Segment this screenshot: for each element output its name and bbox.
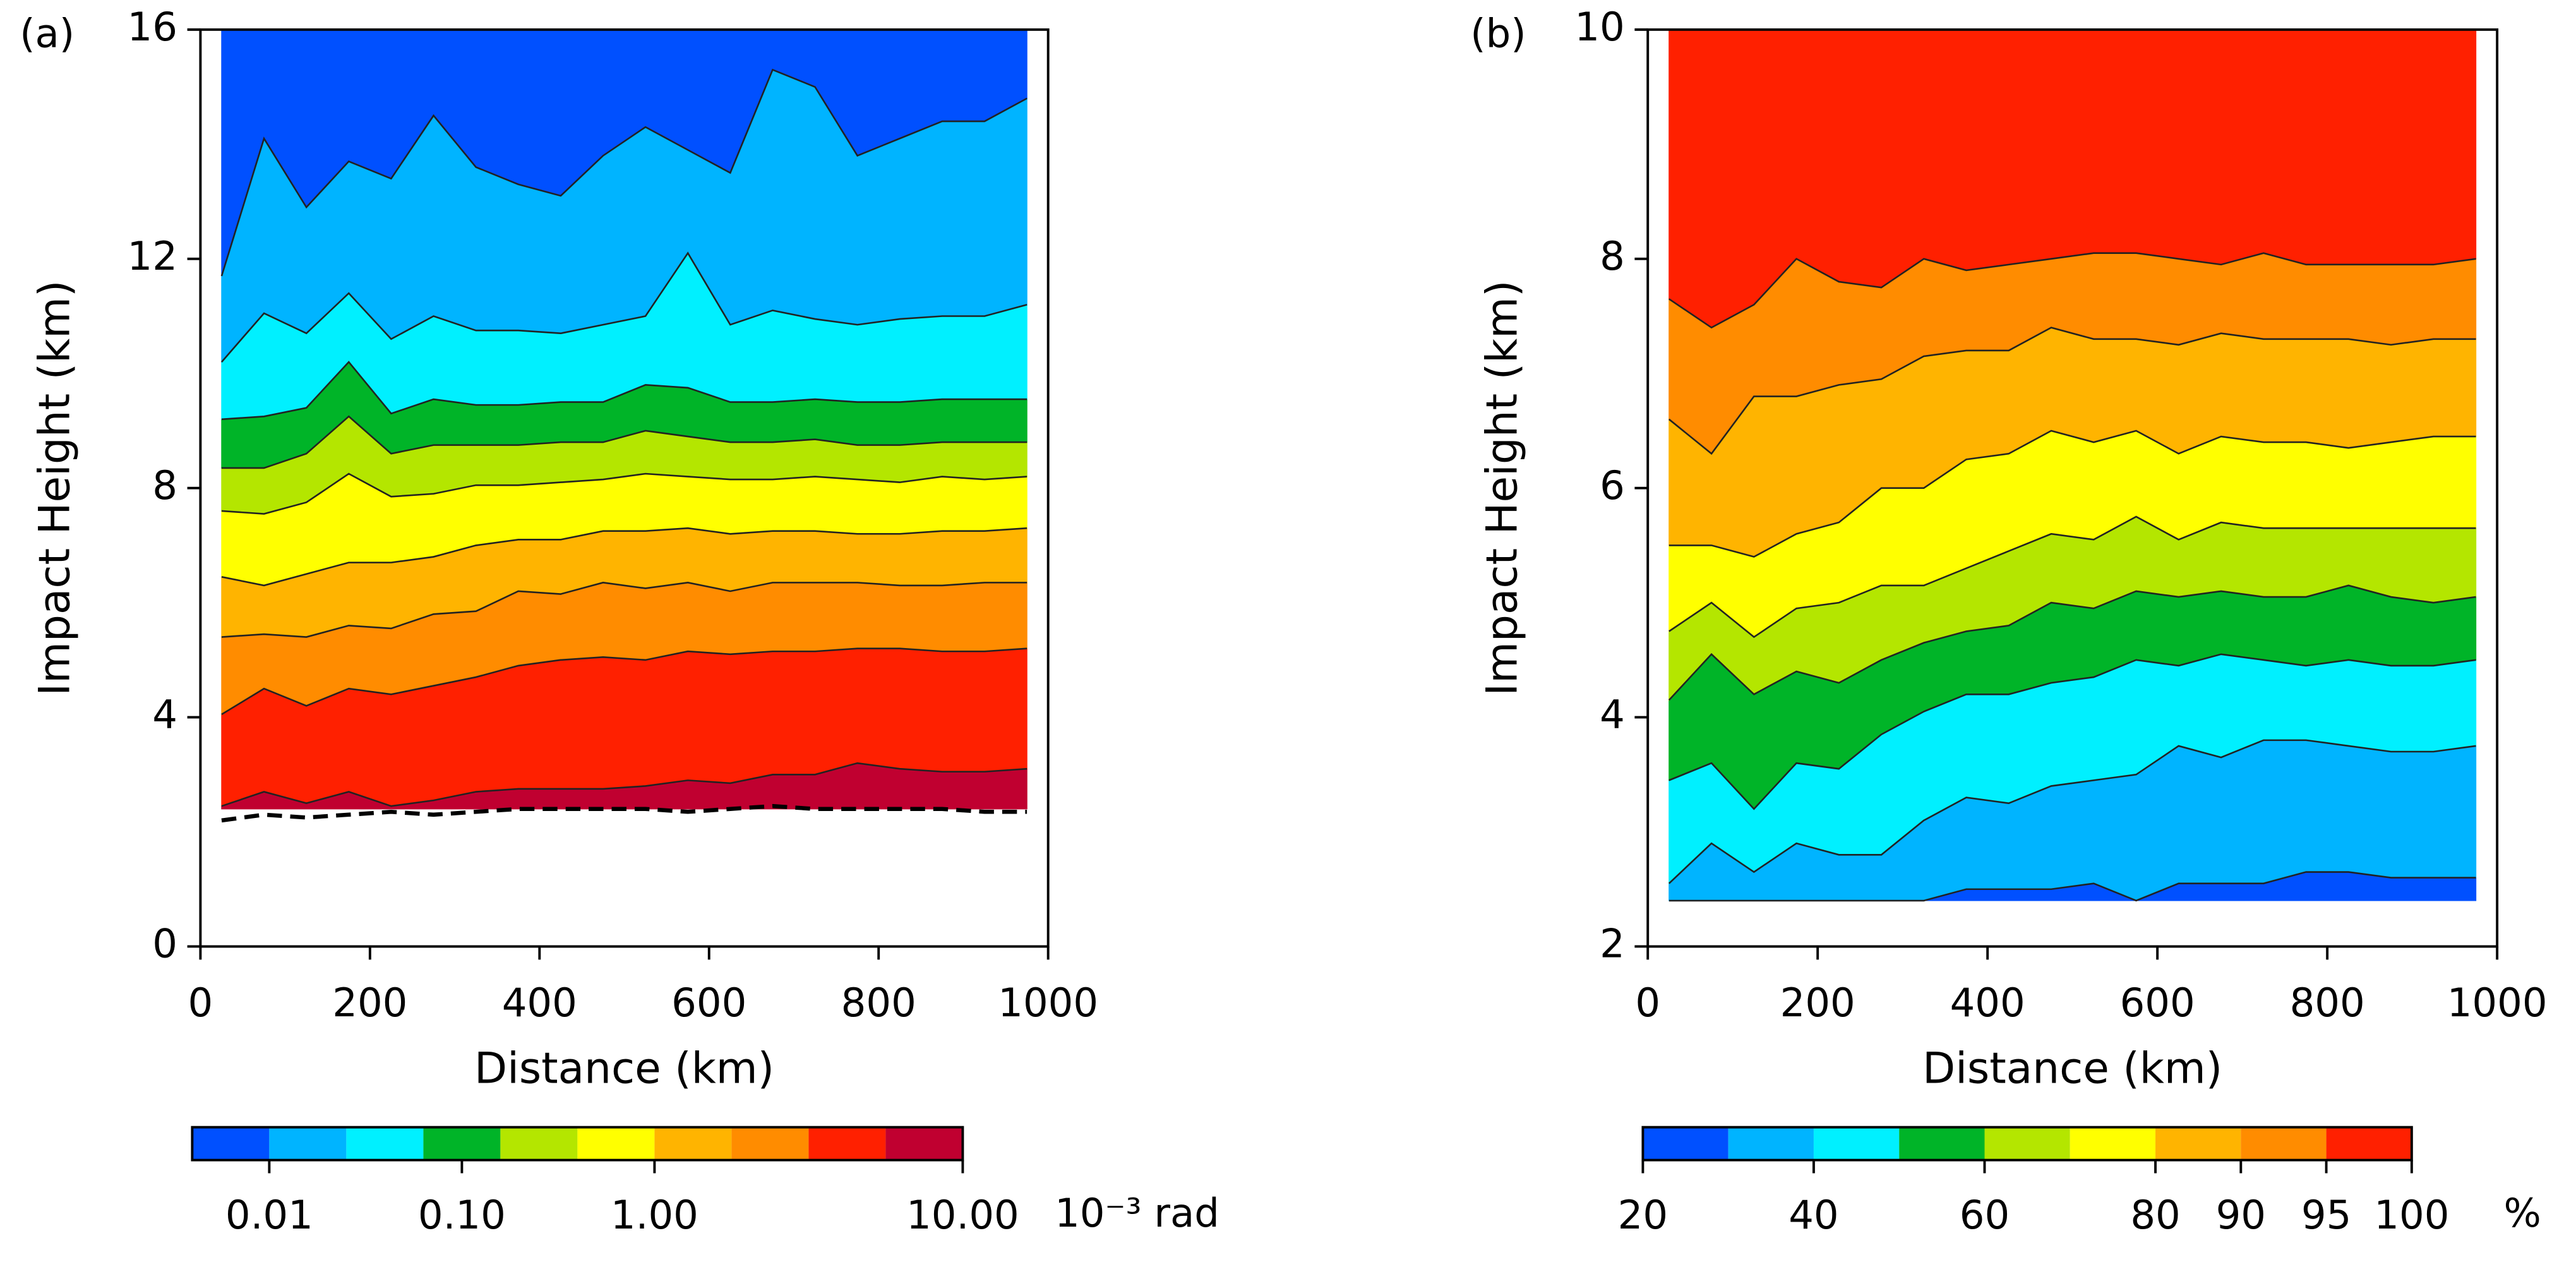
colorbar-tick-label: 0.01 — [225, 1192, 313, 1238]
colorbar-tick-label: 80 — [2130, 1192, 2180, 1238]
colorbar-segment — [1984, 1127, 2070, 1160]
contour-line — [1668, 327, 2476, 455]
colorbar-segment — [2155, 1127, 2241, 1160]
colorbar-segment — [654, 1127, 732, 1160]
colorbar-tick-label: 1.00 — [611, 1192, 698, 1238]
contour-line — [221, 527, 1027, 587]
contour-line — [1668, 739, 2476, 884]
x-tick-label: 800 — [2290, 980, 2365, 1026]
x-tick-label: 600 — [671, 980, 746, 1026]
colorbar-segment — [346, 1127, 424, 1160]
contour-line — [1668, 584, 2476, 701]
colorbar-segment — [1643, 1127, 1728, 1160]
colorbar-tick-label: 100 — [2374, 1192, 2449, 1238]
colorbar-tick-label: 90 — [2216, 1192, 2266, 1238]
colorbar-segment — [2326, 1127, 2412, 1160]
colorbar-tick-label: 60 — [1960, 1192, 2010, 1238]
x-tick-label: 0 — [188, 980, 213, 1026]
contour-line — [221, 415, 1027, 469]
colorbar-segment — [269, 1127, 347, 1160]
colorbar-segment — [2070, 1127, 2156, 1160]
colorbar-segment — [1728, 1127, 1814, 1160]
colorbar-unit: % — [2504, 1190, 2541, 1236]
x-tick-label: 1000 — [998, 980, 1098, 1026]
colorbar-tick-label: 40 — [1788, 1192, 1838, 1238]
y-tick-label: 8 — [152, 462, 177, 508]
contour-line — [221, 647, 1027, 716]
colorbar-tick-label: 10.00 — [906, 1192, 1019, 1238]
colorbar-segment — [1813, 1127, 1900, 1160]
colorbar-tick-label: 95 — [2301, 1192, 2351, 1238]
colorbar-segment — [1899, 1127, 1985, 1160]
x-tick-label: 200 — [1780, 980, 1855, 1026]
y-tick-label: 10 — [1574, 4, 1624, 50]
y-axis-label: Impact Height (km) — [1477, 280, 1526, 696]
plot-frame — [199, 28, 1050, 948]
x-axis-label: Distance (km) — [1922, 1043, 2222, 1093]
contour-line — [1668, 653, 2476, 810]
x-tick-label: 400 — [502, 980, 577, 1026]
contour-line — [1668, 430, 2476, 558]
colorbar-segment — [885, 1127, 963, 1160]
y-tick-label: 2 — [1600, 921, 1625, 967]
dashed-line — [221, 803, 1027, 823]
contour-line — [220, 68, 1027, 277]
contour-line — [1668, 515, 2476, 639]
y-tick-label: 4 — [1600, 692, 1625, 738]
colorbar-segment — [731, 1127, 809, 1160]
x-axis-label: Distance (km) — [474, 1043, 774, 1093]
x-tick-label: 200 — [332, 980, 407, 1026]
y-tick-label: 16 — [128, 4, 177, 50]
colorbar-segment — [500, 1127, 578, 1160]
x-tick-label: 0 — [1635, 980, 1660, 1026]
colorbar-frame — [191, 1126, 964, 1162]
y-tick-label: 12 — [128, 233, 177, 279]
colorbar-segment — [2241, 1127, 2327, 1160]
x-tick-label: 600 — [2120, 980, 2195, 1026]
panel-label: (a) — [20, 10, 75, 56]
contour-line — [221, 472, 1027, 515]
y-tick-label: 4 — [152, 692, 177, 738]
contour-line — [1668, 252, 2476, 329]
colorbar-unit: 10⁻³ rad — [1055, 1190, 1219, 1236]
colorbar-tick-label: 0.10 — [418, 1192, 506, 1238]
panel-label: (b) — [1470, 10, 1526, 56]
x-tick-label: 400 — [1950, 980, 2025, 1026]
colorbar-frame — [1641, 1126, 2413, 1162]
colorbar-tick-label: 20 — [1618, 1192, 1668, 1238]
y-tick-label: 8 — [1600, 233, 1625, 279]
contour-line — [221, 582, 1027, 638]
y-tick-label: 0 — [152, 921, 177, 967]
colorbar-segment — [577, 1127, 655, 1160]
contour-line — [221, 361, 1027, 421]
y-axis-label: Impact Height (km) — [30, 280, 80, 696]
y-tick-label: 6 — [1600, 462, 1625, 508]
x-tick-label: 1000 — [2447, 980, 2548, 1026]
contour-line — [1668, 871, 2476, 902]
colorbar-segment — [423, 1127, 501, 1160]
x-tick-label: 800 — [841, 980, 916, 1026]
contour-line — [220, 251, 1027, 363]
colorbar-segment — [808, 1127, 886, 1160]
contour-line — [221, 762, 1027, 807]
colorbar-segment — [192, 1127, 270, 1160]
